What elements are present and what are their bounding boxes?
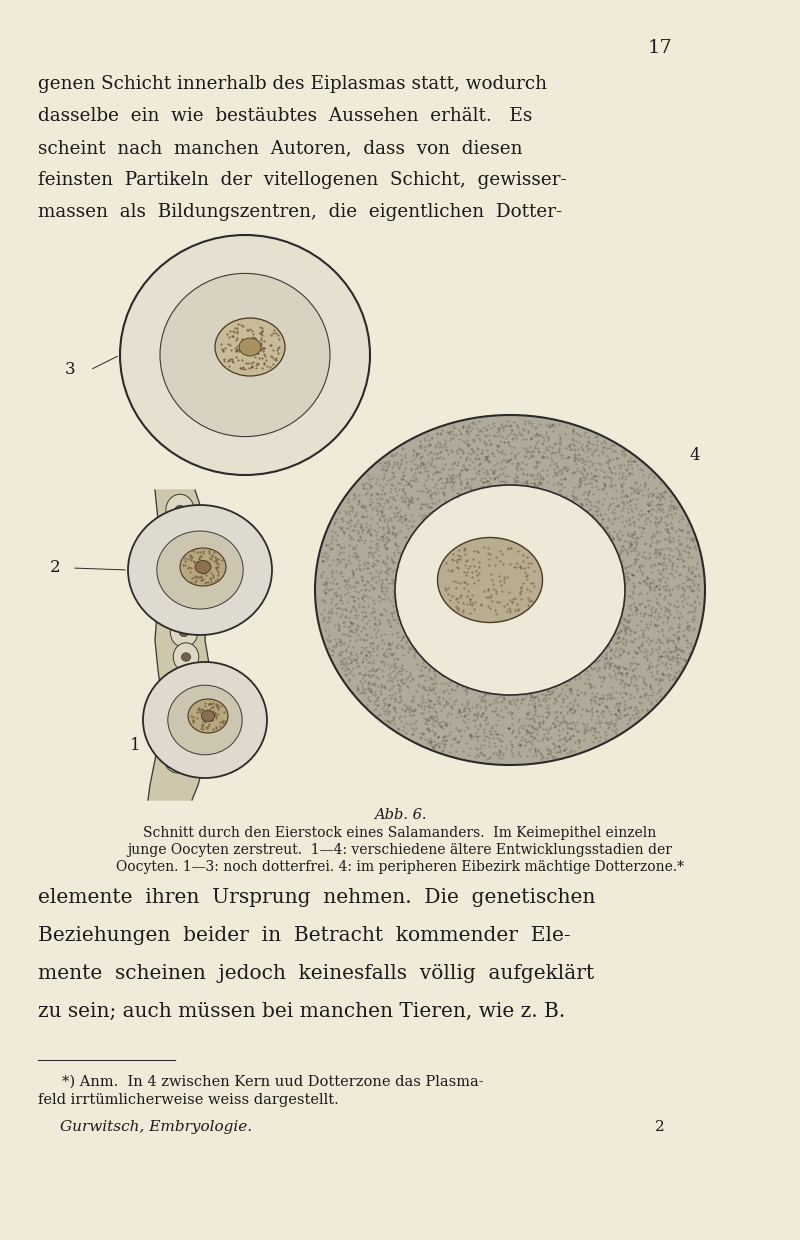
Ellipse shape [177, 603, 187, 611]
Text: feld irrtümlicherweise weiss dargestellt.: feld irrtümlicherweise weiss dargestellt… [38, 1092, 338, 1107]
Ellipse shape [180, 548, 226, 587]
Text: zu sein; auch müssen bei manchen Tieren, wie z. B.: zu sein; auch müssen bei manchen Tieren,… [38, 1002, 566, 1021]
Ellipse shape [172, 668, 196, 696]
Text: 3: 3 [65, 362, 75, 378]
Ellipse shape [173, 753, 183, 761]
Ellipse shape [168, 719, 192, 745]
Ellipse shape [166, 689, 198, 724]
Text: Oocyten. 1—3: noch dotterfrei. 4: im peripheren Eibezirk mächtige Dotterzone.*: Oocyten. 1—3: noch dotterfrei. 4: im per… [116, 861, 684, 874]
Ellipse shape [188, 699, 228, 733]
Ellipse shape [215, 317, 285, 376]
Ellipse shape [166, 495, 194, 526]
Ellipse shape [168, 686, 242, 755]
Ellipse shape [169, 520, 195, 551]
Text: Abb. 6.: Abb. 6. [374, 808, 426, 822]
Ellipse shape [315, 415, 705, 765]
Text: 2: 2 [655, 1120, 665, 1135]
Ellipse shape [128, 505, 272, 635]
Ellipse shape [239, 339, 261, 356]
Text: Beziehungen  beider  in  Betracht  kommender  Ele-: Beziehungen beider in Betracht kommender… [38, 926, 570, 945]
Text: 17: 17 [648, 38, 672, 57]
Text: Gurwitsch, Embryologie.: Gurwitsch, Embryologie. [60, 1120, 252, 1135]
Ellipse shape [202, 711, 214, 722]
Ellipse shape [174, 642, 198, 671]
Ellipse shape [177, 702, 187, 712]
Ellipse shape [438, 537, 542, 622]
Ellipse shape [178, 578, 187, 587]
Ellipse shape [157, 531, 243, 609]
Text: Schnitt durch den Eierstock eines Salamanders.  Im Keimepithel einzeln: Schnitt durch den Eierstock eines Salama… [143, 826, 657, 839]
Ellipse shape [170, 616, 198, 647]
Text: massen  als  Bildungszentren,  die  eigentlichen  Dotter-: massen als Bildungszentren, die eigentli… [38, 203, 562, 221]
Text: 4: 4 [690, 446, 700, 464]
Text: feinsten  Partikeln  der  vitellogenen  Schicht,  gewisser-: feinsten Partikeln der vitellogenen Schi… [38, 171, 566, 188]
Ellipse shape [120, 236, 370, 475]
Ellipse shape [180, 678, 188, 686]
Ellipse shape [143, 662, 267, 777]
Text: scheint  nach  manchen  Autoren,  dass  von  diesen: scheint nach manchen Autoren, dass von d… [38, 139, 522, 157]
Text: genen Schicht innerhalb des Eiplasmas statt, wodurch: genen Schicht innerhalb des Eiplasmas st… [38, 74, 547, 93]
Ellipse shape [175, 505, 185, 515]
Ellipse shape [160, 273, 330, 436]
Ellipse shape [177, 531, 187, 539]
Ellipse shape [174, 553, 186, 563]
Text: mente  scheinen  jedoch  keinesfalls  völlig  aufgeklärt: mente scheinen jedoch keinesfalls völlig… [38, 963, 594, 983]
Ellipse shape [171, 569, 195, 595]
Ellipse shape [167, 590, 197, 624]
Ellipse shape [182, 652, 190, 661]
Ellipse shape [166, 542, 194, 574]
Text: junge Oocyten zerstreut.  1—4: verschiedene ältere Entwicklungsstadien der: junge Oocyten zerstreut. 1—4: verschiede… [127, 843, 673, 857]
Ellipse shape [163, 742, 193, 773]
Ellipse shape [195, 560, 211, 573]
Text: elemente  ihren  Ursprung  nehmen.  Die  genetischen: elemente ihren Ursprung nehmen. Die gene… [38, 888, 595, 906]
Ellipse shape [176, 728, 184, 735]
Ellipse shape [179, 627, 189, 636]
Polygon shape [148, 490, 215, 800]
Text: 2: 2 [50, 559, 60, 577]
Ellipse shape [395, 485, 625, 694]
Text: *) Anm.  In 4 zwischen Kern uud Dotterzone das Plasma-: *) Anm. In 4 zwischen Kern uud Dotterzon… [62, 1075, 484, 1089]
Text: 1: 1 [130, 737, 140, 754]
Text: dasselbe  ein  wie  bestäubtes  Aussehen  erhält.   Es: dasselbe ein wie bestäubtes Aussehen erh… [38, 107, 532, 125]
